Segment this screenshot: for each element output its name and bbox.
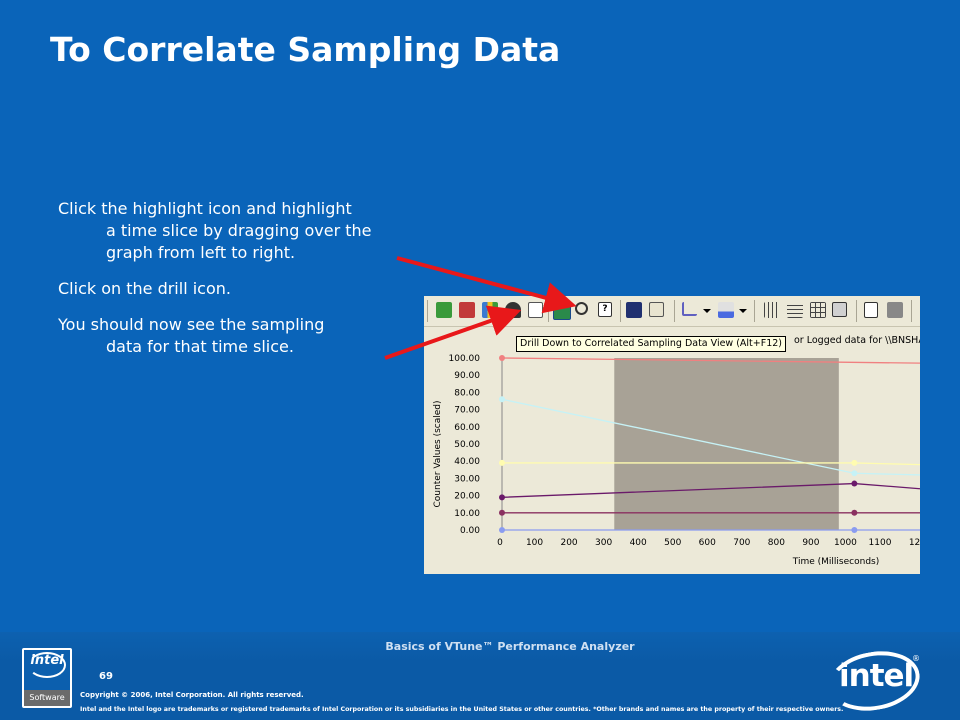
help-icon[interactable]: ? bbox=[598, 302, 612, 317]
x-tick-label: 500 bbox=[664, 538, 681, 548]
export-icon[interactable] bbox=[832, 302, 847, 317]
copyright-text: Copyright © 2006, Intel Corporation. All… bbox=[80, 691, 304, 699]
y-tick-label: 30.00 bbox=[454, 474, 480, 484]
horizontal-grid-icon[interactable] bbox=[787, 302, 803, 318]
x-tick-label: 700 bbox=[733, 538, 750, 548]
performance-chart[interactable]: 0.00 10.00 20.00 30.00 40.00 50.00 60.00 70.00 8… bbox=[424, 296, 920, 574]
x-tick-label: 12 bbox=[909, 538, 920, 548]
x-tick-label: 200 bbox=[560, 538, 577, 548]
x-tick-label: 400 bbox=[630, 538, 647, 548]
table-icon[interactable] bbox=[810, 302, 826, 318]
y-tick-label: 100.00 bbox=[449, 354, 481, 364]
y-tick-label: 40.00 bbox=[454, 457, 480, 467]
highlight-region bbox=[614, 358, 839, 530]
logo-word: intel bbox=[839, 658, 914, 694]
y-tick-label: 0.00 bbox=[460, 526, 480, 536]
print-icon[interactable] bbox=[887, 302, 903, 318]
bullet-text: You should now see the sampling bbox=[58, 315, 325, 334]
x-tick-label: 1000 bbox=[834, 538, 857, 548]
toolbar-separator bbox=[911, 300, 912, 322]
series-point bbox=[499, 509, 505, 516]
bullet-text: Click the highlight icon and highlight bbox=[58, 199, 352, 218]
y-tick-label: 80.00 bbox=[454, 388, 480, 398]
chart-subtitle: or Logged data for \\BNSHAI bbox=[794, 335, 920, 346]
footer-band bbox=[0, 632, 960, 662]
x-tick-label: 600 bbox=[699, 538, 716, 548]
y-tick-label: 10.00 bbox=[454, 509, 480, 519]
dropdown-icon[interactable] bbox=[703, 309, 711, 313]
series-point bbox=[851, 527, 858, 533]
x-tick-label: 800 bbox=[768, 538, 785, 548]
intel-logo: intel ® bbox=[823, 644, 925, 718]
series-point bbox=[851, 480, 858, 487]
y-tick-label: 70.00 bbox=[454, 406, 480, 416]
y-tick-label: 50.00 bbox=[454, 440, 480, 450]
arrow-to-highlight-icon bbox=[384, 305, 522, 360]
copy-icon[interactable] bbox=[649, 302, 664, 317]
y-tick-label: 90.00 bbox=[454, 371, 480, 381]
chart-type-icon[interactable] bbox=[682, 302, 697, 316]
series-point bbox=[499, 396, 505, 403]
bullet-item: Click on the drill icon. bbox=[58, 278, 418, 300]
bullet-continuation: a time slice by dragging over the graph … bbox=[106, 221, 372, 262]
logo-word: intel bbox=[30, 653, 64, 668]
add-counter-icon[interactable] bbox=[436, 302, 452, 318]
intel-software-logo: intel Software bbox=[22, 648, 72, 708]
bullet-item: You should now see the sampling data for… bbox=[58, 314, 418, 358]
software-label: Software bbox=[24, 690, 70, 706]
remove-counter-icon[interactable] bbox=[459, 302, 475, 318]
x-tick-label: 900 bbox=[802, 538, 819, 548]
y-tick-label: 20.00 bbox=[454, 492, 480, 502]
toolbar-separator bbox=[674, 300, 675, 322]
x-axis-label: Time (Milliseconds) bbox=[792, 557, 879, 567]
footer-title: Basics of VTune™ Performance Analyzer bbox=[385, 640, 635, 653]
series-point bbox=[499, 527, 505, 533]
fill-color-icon[interactable] bbox=[718, 302, 734, 318]
bullet-continuation: data for that time slice. bbox=[106, 337, 294, 356]
x-tick-label: 300 bbox=[595, 538, 612, 548]
series-point bbox=[499, 355, 505, 361]
toolbar-separator bbox=[856, 300, 857, 322]
arrow-to-drill-icon bbox=[396, 256, 577, 314]
toolbar-separator bbox=[427, 300, 428, 322]
series-point bbox=[851, 459, 858, 466]
toolbar-separator bbox=[620, 300, 621, 322]
drill-down-tooltip: Drill Down to Correlated Sampling Data V… bbox=[516, 336, 787, 352]
bullet-item: Click the highlight icon and highlight a… bbox=[58, 198, 418, 264]
y-tick-label: 60.00 bbox=[454, 423, 480, 433]
vertical-grid-icon[interactable] bbox=[764, 302, 780, 318]
perfmon-screenshot: ? 0.00 10.00 20.00 30.00 40.00 50.00 60.00 70.0… bbox=[424, 296, 920, 574]
dropdown-icon[interactable] bbox=[739, 309, 747, 313]
bullet-list: Click the highlight icon and highlight a… bbox=[58, 198, 418, 372]
legal-text: Intel and the Intel logo are trademarks … bbox=[80, 706, 844, 713]
series-point bbox=[499, 459, 505, 466]
save-icon[interactable] bbox=[626, 302, 642, 318]
y-axis-label: Counter Values (scaled) bbox=[433, 400, 443, 507]
x-tick-label: 100 bbox=[526, 538, 543, 548]
series-point bbox=[499, 494, 505, 501]
bullet-text: Click on the drill icon. bbox=[58, 279, 231, 298]
x-tick-label: 0 bbox=[497, 538, 503, 548]
slide-title: To Correlate Sampling Data bbox=[50, 30, 561, 69]
series-line bbox=[501, 357, 920, 364]
print-preview-icon[interactable] bbox=[864, 302, 878, 318]
logo-ring bbox=[28, 652, 66, 678]
x-tick-label: 1100 bbox=[869, 538, 892, 548]
registered-mark: ® bbox=[912, 654, 920, 663]
series-point bbox=[851, 509, 858, 516]
page-number: 69 bbox=[99, 671, 113, 682]
toolbar-separator bbox=[754, 300, 755, 322]
series-point bbox=[851, 470, 858, 477]
